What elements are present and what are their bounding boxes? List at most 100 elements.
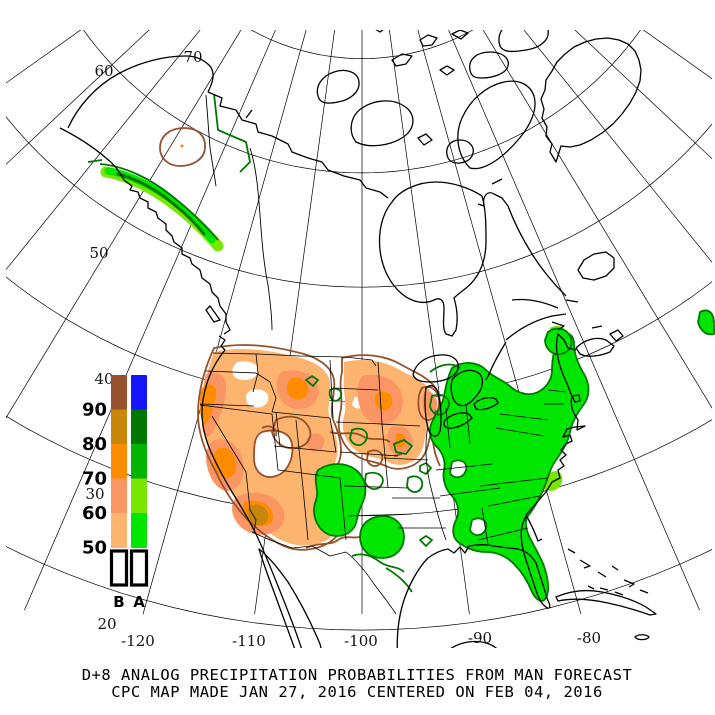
- map-title: D+8 ANALOG PRECIPITATION PROBABILITIES F…: [82, 666, 633, 701]
- latitude-label: 70: [183, 48, 202, 66]
- graticule-meridian: [448, 30, 700, 611]
- graticule-meridian: [531, 0, 715, 118]
- latitude-label: 60: [94, 62, 113, 80]
- graticule-meridian: [522, 0, 715, 224]
- title-line-1: D+8 ANALOG PRECIPITATION PROBABILITIES F…: [82, 666, 633, 684]
- graticule-meridian: [0, 0, 202, 224]
- graticule-meridian: [142, 30, 307, 615]
- border-us-mexico: [251, 531, 397, 615]
- latitude-label: 50: [89, 244, 108, 262]
- coast-banks-island: [316, 69, 360, 104]
- border-alaska-yukon: [205, 94, 217, 187]
- coast-jamaica: [634, 634, 650, 641]
- coast-mackenzie: [245, 109, 253, 119]
- coast-cuba: [555, 587, 657, 616]
- legend-threshold-labels: 90 80 70 60 50: [82, 400, 107, 559]
- contour: [364, 471, 384, 490]
- contour: [419, 462, 432, 475]
- fill-region: [374, 391, 393, 411]
- contour: [271, 415, 312, 450]
- graticule-meridian: [642, 30, 712, 80]
- contour: [429, 393, 450, 416]
- coast-lake-huron: [450, 369, 484, 407]
- graticule-meridian: [24, 30, 276, 611]
- graticule-parallel: [250, 30, 474, 59]
- coast-yucatan: [450, 640, 498, 648]
- legend-below-label: B: [113, 593, 124, 611]
- latitude-label: 40: [94, 370, 113, 388]
- coast-florida-inland: [525, 514, 543, 542]
- legend-threshold-label: 80: [82, 434, 107, 455]
- coast-lake-erie: [443, 412, 473, 429]
- coast-stlawrence: [505, 298, 603, 341]
- longitude-label: -80: [577, 629, 601, 647]
- title-line-2: CPC MAP MADE JAN 27, 2016 CENTERED ON FE…: [111, 683, 603, 701]
- contour: [385, 567, 413, 593]
- contour: [329, 431, 391, 443]
- contour-alaska: [213, 93, 251, 173]
- graticule-labels: 70 60 50 40 30 20 -120 -110 -100 -90 -80: [85, 48, 601, 650]
- graticule-meridian: [574, 30, 712, 160]
- coast-hudson-bay: [378, 181, 487, 337]
- contour: [351, 553, 405, 573]
- graticule-parallel: [83, 30, 641, 174]
- coast-lake-superior: [412, 354, 459, 383]
- contour: [419, 535, 433, 547]
- coast-baffin: [457, 80, 536, 170]
- graticule-meridian: [482, 30, 712, 409]
- border-bc-alberta: [249, 147, 273, 331]
- coastline-layer: [59, 30, 657, 648]
- legend-threshold-label: 70: [82, 469, 107, 490]
- state-lines-west: [199, 353, 347, 541]
- graticule-meridian: [389, 30, 470, 615]
- contour: [337, 354, 441, 470]
- legend-threshold-label: 60: [82, 503, 107, 524]
- legend-above-segment: [131, 444, 147, 479]
- coast-west: [201, 335, 322, 648]
- yukon-center-dot: [180, 144, 184, 148]
- fill-region: [213, 447, 237, 479]
- legend-below-segment: [111, 513, 127, 548]
- latitude-label: 30: [85, 485, 104, 503]
- coast-labrador: [477, 192, 567, 297]
- coast-vancouver-island: [205, 305, 221, 323]
- legend-below-segment: [111, 409, 127, 445]
- coast-lake-ontario: [473, 397, 499, 411]
- graticule-parallel: [6, 415, 712, 517]
- contour: [261, 425, 278, 437]
- legend-above-label: A: [133, 593, 145, 611]
- contour-alaska: [87, 159, 103, 163]
- contour: [349, 427, 368, 446]
- fill-hole: [254, 430, 293, 478]
- contour: [253, 429, 294, 478]
- fill-hole: [245, 389, 269, 408]
- fill-region: [247, 504, 269, 526]
- coast-nova-scotia: [575, 329, 624, 357]
- legend-color-bars: [111, 375, 147, 548]
- latitude-label: 20: [97, 615, 116, 633]
- legend: 90 80 70 60 50 B A: [82, 375, 149, 611]
- border-us-canada: [212, 352, 377, 367]
- fill-region: [286, 377, 309, 400]
- legend-below-empty-box: [109, 549, 129, 587]
- coast-lake-michigan: [424, 385, 442, 437]
- graticule-meridian: [417, 30, 582, 615]
- longitude-label: -120: [121, 632, 155, 650]
- border-mississippi-river: [425, 425, 447, 541]
- state-lines-mountain: [271, 411, 337, 453]
- legend-below-segment: [111, 375, 127, 410]
- coast-arctic-mainland: [207, 91, 389, 199]
- state-borders-layer: [199, 352, 567, 615]
- coast-alaska-south: [59, 127, 125, 181]
- fill-region: [306, 433, 325, 452]
- legend-threshold-label: 90: [82, 400, 107, 421]
- graticule: [0, 0, 715, 631]
- contour: [406, 475, 424, 493]
- longitude-label: -100: [344, 632, 378, 650]
- graticule-meridian: [523, 30, 712, 263]
- legend-above-segment: [131, 375, 147, 410]
- legend-below-segment: [111, 478, 127, 514]
- coast-bc: [123, 179, 231, 335]
